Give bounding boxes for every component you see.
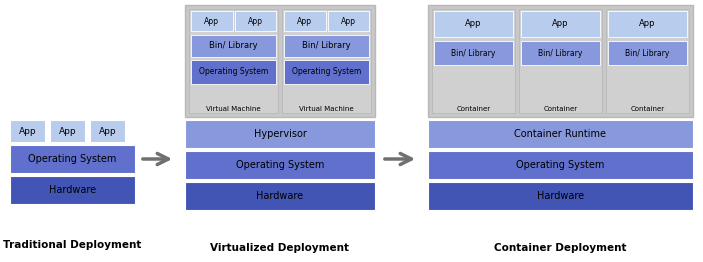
FancyBboxPatch shape (521, 41, 600, 65)
Text: Traditional Deployment: Traditional Deployment (4, 240, 142, 250)
FancyBboxPatch shape (191, 35, 276, 57)
FancyBboxPatch shape (282, 9, 371, 113)
FancyBboxPatch shape (434, 11, 513, 37)
Text: Virtualized Deployment: Virtualized Deployment (210, 243, 349, 253)
Text: Container: Container (456, 106, 491, 112)
FancyBboxPatch shape (608, 11, 687, 37)
Text: Hardware: Hardware (537, 191, 584, 201)
FancyBboxPatch shape (608, 41, 687, 65)
FancyBboxPatch shape (10, 176, 135, 204)
Text: App: App (553, 19, 569, 29)
Text: Container Deployment: Container Deployment (494, 243, 627, 253)
Text: App: App (341, 17, 356, 25)
Text: Hardware: Hardware (257, 191, 304, 201)
FancyBboxPatch shape (428, 120, 693, 148)
Text: Bin/ Library: Bin/ Library (451, 48, 496, 57)
Text: Hypervisor: Hypervisor (254, 129, 307, 139)
FancyBboxPatch shape (189, 9, 278, 113)
FancyBboxPatch shape (235, 11, 276, 31)
Text: Operating System: Operating System (199, 68, 268, 77)
FancyBboxPatch shape (284, 11, 325, 31)
Text: Bin/ Library: Bin/ Library (302, 41, 351, 51)
Text: Container Runtime: Container Runtime (515, 129, 607, 139)
Text: Virtual Machine: Virtual Machine (206, 106, 261, 112)
Text: Operating System: Operating System (236, 160, 324, 170)
Text: App: App (205, 17, 219, 25)
FancyBboxPatch shape (10, 145, 135, 173)
Text: Bin/ Library: Bin/ Library (625, 48, 670, 57)
FancyBboxPatch shape (90, 120, 125, 142)
Text: App: App (58, 127, 77, 135)
Text: Container: Container (631, 106, 664, 112)
FancyBboxPatch shape (284, 60, 369, 84)
Text: App: App (247, 17, 263, 25)
FancyBboxPatch shape (185, 5, 375, 117)
Text: Container: Container (543, 106, 578, 112)
FancyBboxPatch shape (185, 182, 375, 210)
FancyBboxPatch shape (185, 120, 375, 148)
FancyBboxPatch shape (50, 120, 85, 142)
FancyBboxPatch shape (519, 9, 602, 113)
Text: Virtual Machine: Virtual Machine (299, 106, 354, 112)
Text: App: App (639, 19, 656, 29)
FancyBboxPatch shape (191, 11, 233, 31)
Text: Operating System: Operating System (28, 154, 117, 164)
FancyBboxPatch shape (521, 11, 600, 37)
Text: Bin/ Library: Bin/ Library (538, 48, 583, 57)
FancyBboxPatch shape (428, 151, 693, 179)
Text: App: App (98, 127, 116, 135)
FancyBboxPatch shape (10, 120, 45, 142)
FancyBboxPatch shape (191, 60, 276, 84)
FancyBboxPatch shape (434, 41, 513, 65)
FancyBboxPatch shape (432, 9, 515, 113)
FancyBboxPatch shape (428, 5, 693, 117)
Text: App: App (19, 127, 37, 135)
Text: App: App (297, 17, 312, 25)
FancyBboxPatch shape (185, 151, 375, 179)
FancyBboxPatch shape (328, 11, 369, 31)
Text: Operating System: Operating System (516, 160, 605, 170)
Text: Hardware: Hardware (49, 185, 96, 195)
Text: Operating System: Operating System (292, 68, 361, 77)
FancyBboxPatch shape (284, 35, 369, 57)
Text: Bin/ Library: Bin/ Library (209, 41, 258, 51)
Text: App: App (465, 19, 482, 29)
FancyBboxPatch shape (428, 182, 693, 210)
FancyBboxPatch shape (606, 9, 689, 113)
